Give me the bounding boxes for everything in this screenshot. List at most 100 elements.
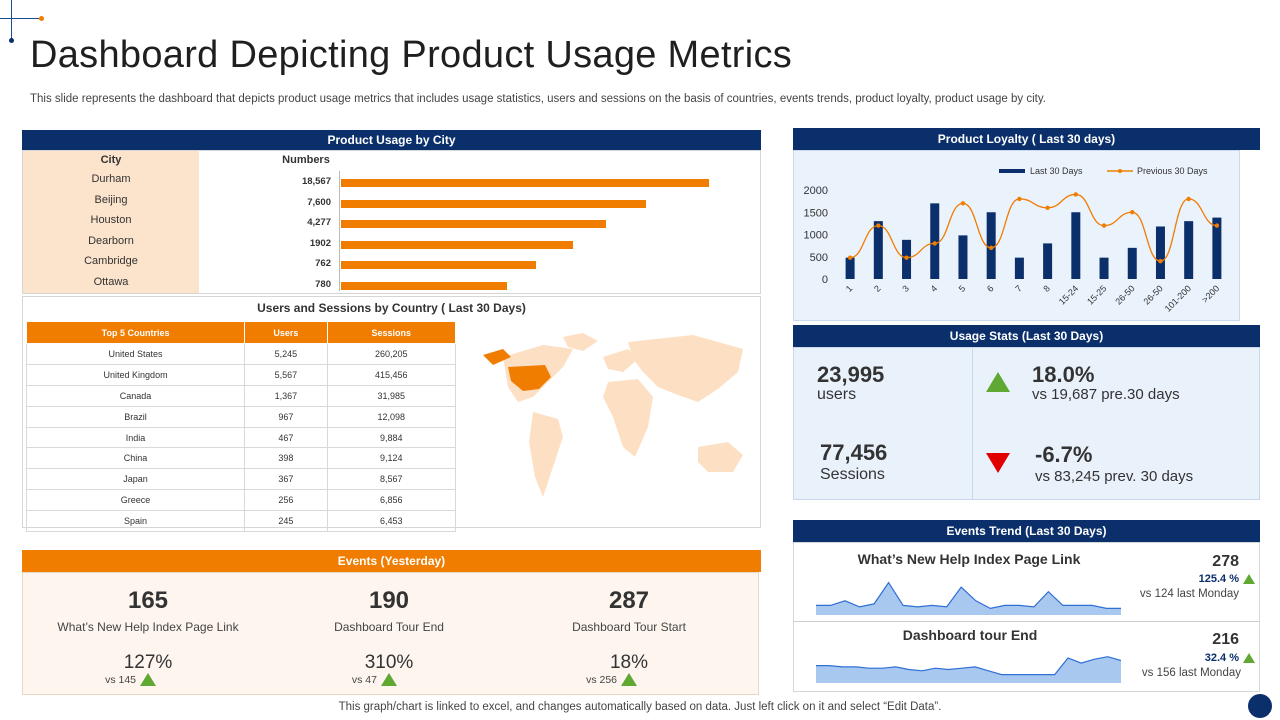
loyalty-bar <box>1155 226 1165 279</box>
numbers-column-header: Numbers <box>282 154 330 166</box>
table-cell: 398 <box>244 447 328 470</box>
users-label: users <box>817 386 857 403</box>
loyalty-prev-point <box>876 223 881 228</box>
x-tick-label: 1 <box>844 283 855 294</box>
trend-area-line <box>816 581 1121 610</box>
table-cell: China <box>25 447 246 470</box>
table-cell: 467 <box>244 426 328 449</box>
loyalty-prev-point <box>1017 196 1022 202</box>
map-africa <box>603 379 653 457</box>
users-vs: vs 19,687 pre.30 days <box>1032 386 1180 403</box>
corner-line-horizontal <box>0 18 42 19</box>
country-panel-title: Users and Sessions by Country ( Last 30 … <box>257 301 526 315</box>
loyalty-bar <box>1184 221 1194 279</box>
loyalty-prev-point <box>847 255 853 260</box>
map-asia <box>628 335 743 402</box>
sessions-label: Sessions <box>820 466 885 483</box>
x-tick-label: 26-50 <box>1113 283 1136 306</box>
footer-circle <box>1248 694 1272 718</box>
loyalty-prev-point <box>932 241 937 246</box>
x-tick-label: 6 <box>985 283 996 294</box>
city-bar-value: 780 <box>315 279 331 290</box>
y-tick-label: 2000 <box>804 185 828 197</box>
table-cell: Spain <box>25 510 246 533</box>
city-bar-value: 1902 <box>309 237 331 249</box>
city-bar <box>341 261 536 270</box>
table-cell: 6,453 <box>326 510 457 533</box>
x-tick-label: 8 <box>1041 283 1052 294</box>
x-tick-label: 5 <box>957 283 968 294</box>
city-name: Cambridge <box>84 255 138 268</box>
x-tick-label: 2 <box>872 283 883 294</box>
city-name: Beijing <box>94 193 128 206</box>
loyalty-prev-point <box>1158 259 1163 264</box>
table-cell: United Kingdom <box>25 363 246 386</box>
event-count: 287 <box>608 587 650 614</box>
trend1-up-arrow-icon <box>1243 574 1255 584</box>
table-row: Japan 367 8,567 <box>25 468 457 491</box>
loyalty-bar <box>1212 217 1222 279</box>
loyalty-bar <box>1071 212 1081 279</box>
event-percent: 18% <box>609 652 649 673</box>
loyalty-panel-header: Product Loyalty ( Last 30 days) <box>793 128 1260 150</box>
loyalty-bar <box>1127 247 1137 279</box>
map-alaska-highlight <box>483 349 511 365</box>
table-cell: 245 <box>244 510 328 533</box>
table-row: India 467 9,884 <box>25 426 457 449</box>
events-yesterday-panel: 165 What’s New Help Index Page Link 127% vs… <box>22 572 759 695</box>
event-count: 165 <box>127 587 169 614</box>
table-cell: 6,856 <box>326 489 457 512</box>
events-trend-header: Events Trend (Last 30 Days) <box>793 520 1260 542</box>
city-bar-value: 4,277 <box>307 217 331 229</box>
table-cell: 367 <box>244 468 328 491</box>
table-row: Brazil 967 12,098 <box>25 405 457 428</box>
city-name: Dearborn <box>88 234 134 247</box>
map-greenland <box>563 333 598 351</box>
city-bar-value: 762 <box>315 258 331 270</box>
table-cell: 260,205 <box>326 343 457 365</box>
event-count: 190 <box>368 587 410 614</box>
corner-dot-navy <box>9 38 14 43</box>
events-trend-panel: What’s New Help Index Page Link 278 125.… <box>793 542 1260 692</box>
city-bar <box>341 240 573 249</box>
city-name: Ottawa <box>93 276 129 288</box>
loyalty-bar <box>873 221 883 279</box>
table-cell: India <box>25 426 246 449</box>
loyalty-prev-point <box>1214 223 1220 228</box>
loyalty-bar <box>930 203 940 279</box>
trend2-vs: vs 156 last Monday <box>1141 667 1241 679</box>
table-cell: 8,567 <box>326 468 457 491</box>
legend-label-prev: Previous 30 Days <box>1137 166 1208 176</box>
map-south-america <box>529 412 563 497</box>
x-tick-label: >200 <box>1200 283 1221 304</box>
loyalty-bar <box>1043 243 1053 279</box>
table-row: Spain 245 6,453 <box>25 510 457 533</box>
table-cell: 9,124 <box>326 447 457 470</box>
loyalty-prev-point <box>960 201 966 206</box>
x-tick-label: 7 <box>1013 283 1024 294</box>
trend2-area-chart <box>816 656 1121 683</box>
usage-stats-divider <box>972 348 973 499</box>
y-tick-label: 0 <box>822 274 828 286</box>
city-column-header: City <box>100 154 122 166</box>
x-tick-label: 15-25 <box>1085 283 1108 306</box>
event-percent: 127% <box>123 652 173 673</box>
trend1-pct: 125.4 % <box>1198 573 1239 585</box>
loyalty-chart: Last 30 Days Previous 30 Days 0 500 1000 1500… <box>778 166 1222 314</box>
city-bar-value: 7,600 <box>307 196 331 208</box>
page-subtitle: This slide represents the dashboard that… <box>30 93 1046 105</box>
event-up-arrow-icon <box>381 673 397 686</box>
page-footer: This graph/chart is linked to excel, and… <box>338 701 942 713</box>
sessions-change: -6.7% <box>1035 442 1093 467</box>
table-cell: 1,367 <box>244 384 328 407</box>
trend1-area-chart <box>816 581 1121 615</box>
loyalty-prev-point <box>1130 210 1135 215</box>
city-name: Durham <box>91 173 131 185</box>
loyalty-bar <box>958 235 968 279</box>
table-cell: Canada <box>25 384 246 407</box>
loyalty-prev-point <box>1073 192 1079 197</box>
city-bar <box>341 199 646 208</box>
loyalty-prev-point <box>904 255 909 260</box>
event-label: What’s New Help Index Page Link <box>57 620 239 634</box>
table-cell: 5,567 <box>244 363 328 386</box>
